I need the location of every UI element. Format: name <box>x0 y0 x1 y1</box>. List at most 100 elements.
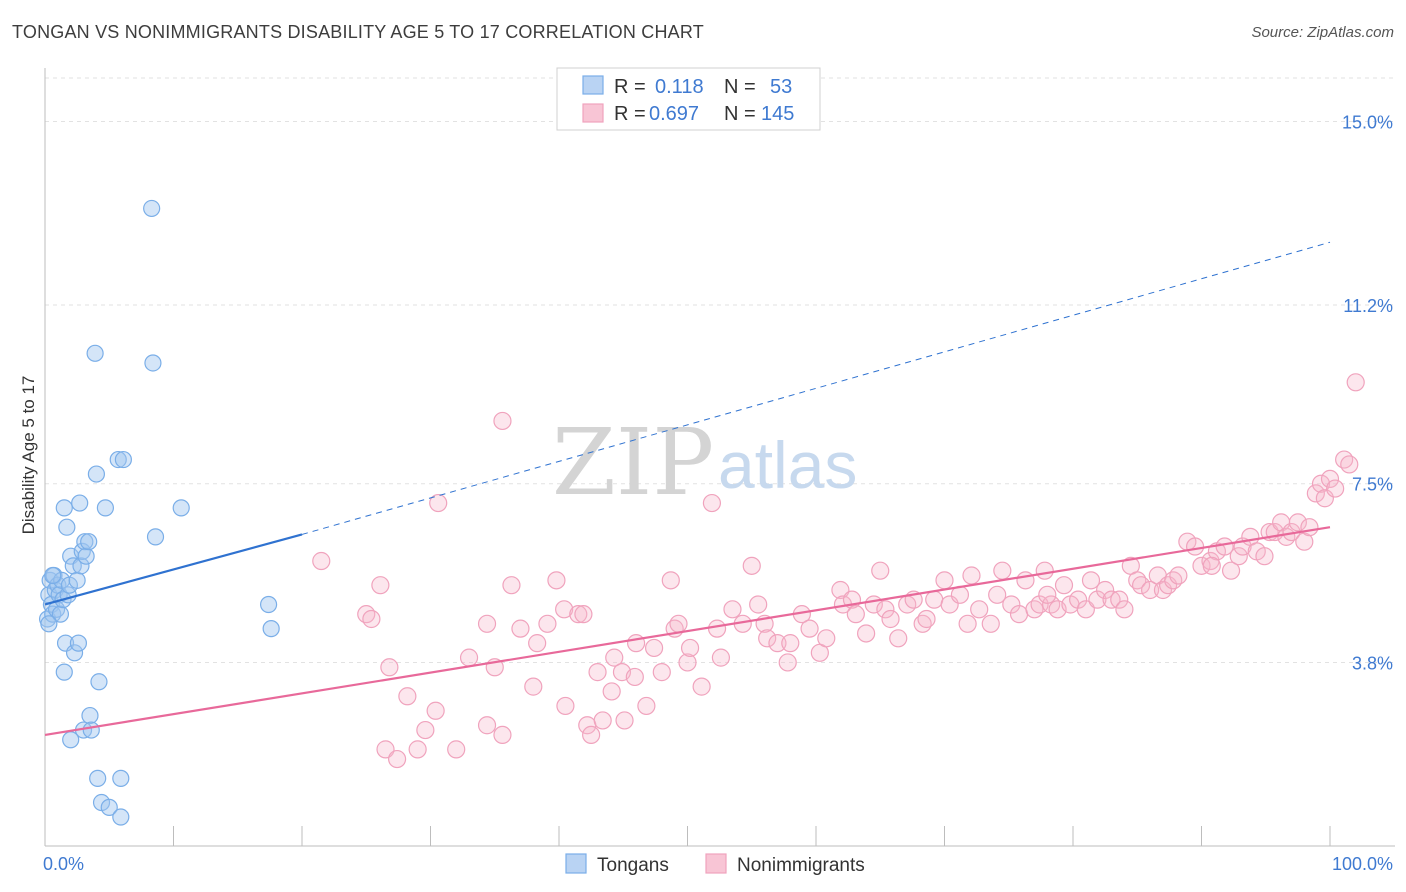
tongans-point <box>262 620 280 638</box>
nonimmigrants-point <box>871 561 890 580</box>
nonimmigrants-point <box>1192 556 1211 575</box>
nonimmigrants-point <box>711 648 731 667</box>
legend-n-label-1: N = <box>724 76 756 98</box>
nonimmigrants-point <box>1221 561 1241 580</box>
y-tick-label: 15.0% <box>1342 112 1393 132</box>
nonimmigrants-point <box>749 595 768 614</box>
nonimmigrants-point <box>652 663 671 682</box>
nonimmigrants-point <box>1288 513 1307 532</box>
y-tick-label: 7.5% <box>1352 475 1393 495</box>
tongans-point <box>71 494 89 512</box>
nonimmigrants-point <box>1346 373 1365 392</box>
nonimmigrants-point <box>626 634 646 653</box>
tongans-point <box>109 450 127 469</box>
tongans-point <box>69 634 88 652</box>
nonimmigrants-point <box>935 571 954 590</box>
nonimmigrants-point <box>362 609 381 629</box>
legend-n-value-1: 53 <box>770 76 792 98</box>
tongans-point <box>146 528 165 546</box>
nonimmigrants-point <box>800 619 819 638</box>
nonimmigrants-point <box>615 711 634 730</box>
nonimmigrants-point <box>707 619 727 638</box>
x-tick-label-min: 0.0% <box>43 854 84 874</box>
watermark-atlas: atlas <box>718 428 857 502</box>
nonimmigrants-point <box>970 600 989 619</box>
nonimmigrants-point <box>602 682 621 701</box>
tongans-point <box>80 533 98 551</box>
nonimmigrants-point <box>680 638 700 658</box>
tongans-point <box>81 706 99 725</box>
tongans-point <box>55 499 73 517</box>
tongans-point <box>172 499 190 517</box>
nonimmigrants-point <box>661 571 680 590</box>
nonimmigrants-point <box>993 561 1012 580</box>
nonimmigrants-point <box>669 614 688 633</box>
y-tick-label: 11.2% <box>1343 296 1393 316</box>
y-tick-label: 3.8% <box>1352 653 1393 673</box>
tongans-point <box>40 615 58 633</box>
nonimmigrants-point <box>371 576 390 595</box>
nonimmigrants-point <box>416 720 435 740</box>
nonimmigrants-point <box>817 629 836 648</box>
bottom-legend-swatch-tongans <box>565 853 587 874</box>
tongans-trend-line-extrapolated <box>301 241 1331 535</box>
bottom-legend-nonimmigrants: Nonimmigrants <box>737 855 865 876</box>
grid-lines <box>45 77 1395 663</box>
nonimmigrants-point <box>1335 450 1354 469</box>
nonimmigrants-point <box>605 648 624 667</box>
tongans-point <box>112 769 130 787</box>
nonimmigrants-point <box>538 614 557 633</box>
nonimmigrants-point <box>1311 474 1331 493</box>
nonimmigrants-point <box>857 624 876 643</box>
nonimmigrants-point <box>637 696 656 716</box>
stats-legend: R = 0.118 N = 53 R = 0.697 N = 145 <box>556 67 821 131</box>
bottom-legend-swatch-nonimmigrants <box>705 853 727 874</box>
nonimmigrants-point <box>477 614 497 633</box>
nonimmigrants-point <box>678 653 697 672</box>
nonimmigrants-point <box>1202 556 1221 575</box>
nonimmigrants-point <box>1300 518 1319 537</box>
bottom-legend-tongans: Tongans <box>597 855 669 876</box>
nonimmigrants-point <box>781 634 800 653</box>
data-points <box>38 199 1365 826</box>
nonimmigrants-point <box>1035 561 1054 580</box>
nonimmigrants-point <box>477 716 497 735</box>
nonimmigrants-point <box>1009 605 1029 624</box>
nonimmigrants-point <box>758 629 777 648</box>
tongans-point <box>55 663 73 681</box>
nonimmigrants-point <box>408 740 427 759</box>
nonimmigrants-point <box>1255 547 1274 566</box>
y-axis-label: Disability Age 5 to 17 <box>19 376 38 535</box>
tongans-point <box>90 673 108 691</box>
tongans-point <box>44 566 62 585</box>
tongans-point <box>86 344 104 362</box>
trend-lines <box>44 241 1331 736</box>
tongans-point <box>143 199 161 218</box>
legend-r-value-1: 0.118 <box>655 76 704 98</box>
nonimmigrants-point <box>493 725 512 745</box>
nonimmigrants-trend-line <box>44 526 1331 736</box>
nonimmigrants-point <box>778 653 797 672</box>
nonimmigrants-point <box>502 576 521 595</box>
tongans-point <box>259 595 278 614</box>
legend-swatch-tongans <box>582 75 604 95</box>
x-tick-labels: 0.0% 100.0% <box>43 854 1393 874</box>
nonimmigrants-point <box>881 609 900 629</box>
watermark: ZIP atlas <box>552 409 857 516</box>
nonimmigrants-point <box>644 638 664 658</box>
nonimmigrants-point <box>1038 585 1057 604</box>
tongans-point <box>76 533 94 551</box>
nonimmigrants-point <box>876 600 895 619</box>
nonimmigrants-point <box>1088 590 1107 609</box>
legend-r-label-1: R = <box>614 76 646 98</box>
legend-n-label-2: N = <box>724 103 756 125</box>
nonimmigrants-point <box>1185 537 1205 556</box>
nonimmigrants-point <box>1096 580 1115 600</box>
tongans-point <box>65 644 84 662</box>
tongans-point <box>114 450 132 469</box>
tongans-point <box>96 499 114 517</box>
nonimmigrants-point <box>1326 479 1345 498</box>
source-label: Source: ZipAtlas.com <box>1251 24 1394 41</box>
nonimmigrants-point <box>1140 580 1160 600</box>
